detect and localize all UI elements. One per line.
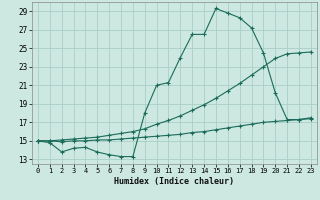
X-axis label: Humidex (Indice chaleur): Humidex (Indice chaleur)	[115, 177, 234, 186]
